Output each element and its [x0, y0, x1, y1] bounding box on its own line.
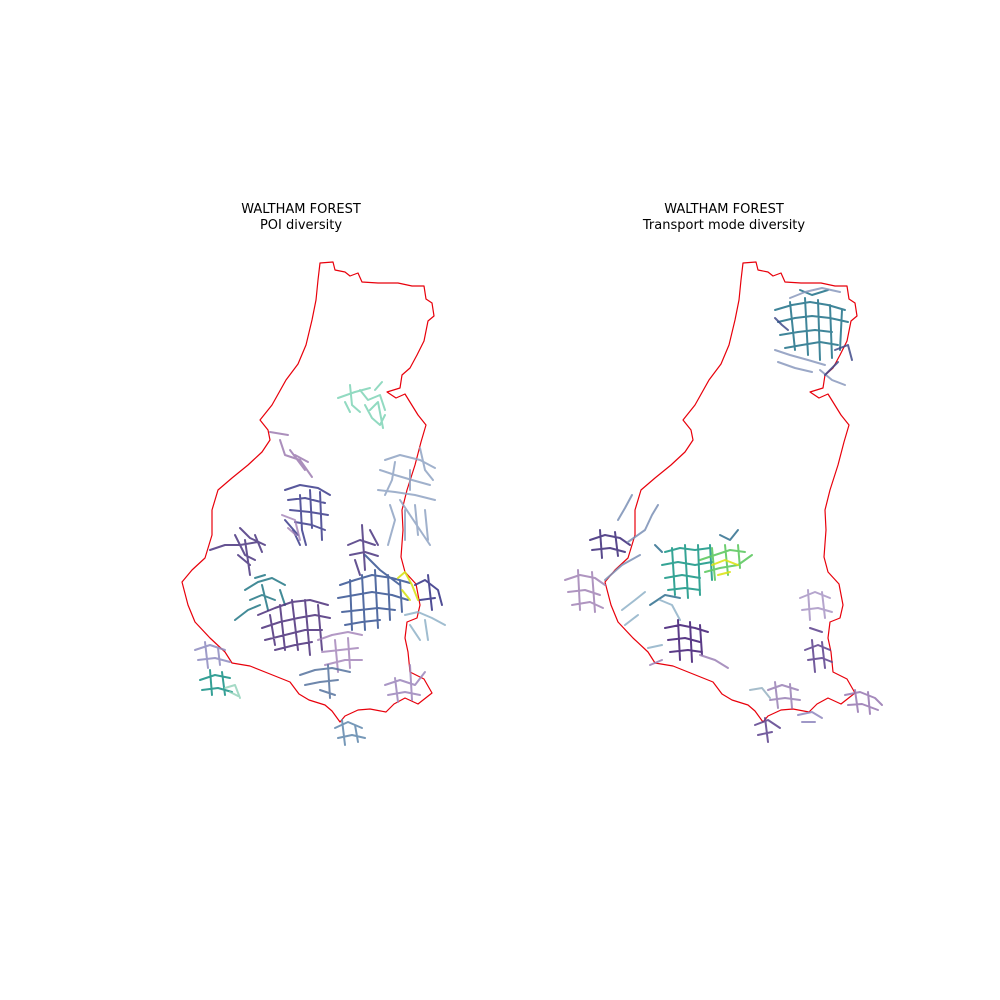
street-cluster-south-mauve [767, 681, 801, 709]
street-cluster-middle-indigo [347, 524, 379, 576]
street-cluster-south-slate [299, 664, 351, 699]
street-cluster-southtip-blue [334, 719, 366, 746]
street-cluster-east-lightblue [404, 611, 446, 641]
street-cluster-southeast-lilac [844, 689, 883, 715]
street-cluster-south-slate [797, 711, 823, 723]
right-panel-title: WALTHAM FOREST Transport mode diversity [574, 202, 874, 234]
left-panel-metric: POI diversity [259, 218, 343, 233]
street-cluster-west-lilac [564, 569, 606, 613]
street-cluster-center-darkteal [649, 529, 739, 606]
street-cluster-east-indigo [414, 574, 443, 611]
street-cluster-southwest-teal [199, 669, 233, 696]
street-cluster-westcenter-indigo [209, 527, 266, 576]
street-cluster-east-lilac [799, 589, 833, 621]
right-map-streets [564, 287, 883, 743]
left-panel-title: WALTHAM FOREST POI diversity [151, 202, 451, 234]
street-cluster-north-indigo [774, 317, 853, 376]
street-cluster-center-purple [284, 484, 331, 546]
street-cluster-south-lilac [317, 631, 363, 673]
right-panel-metric: Transport mode diversity [642, 218, 806, 233]
street-cluster-south-lilac-lines [649, 654, 729, 669]
street-cluster-southwest-mint [224, 684, 241, 699]
street-cluster-south-purple [664, 619, 709, 663]
street-cluster-center-teal [661, 544, 713, 599]
left-map [181, 261, 446, 746]
street-cluster-east-yellow [397, 571, 419, 601]
street-cluster-northeast-blue [377, 447, 436, 546]
street-cluster-southwest-lightblue [621, 591, 681, 649]
street-cluster-south-teal [234, 574, 286, 621]
street-cluster-north-slate [774, 287, 846, 386]
street-cluster-southtip-purple [754, 717, 781, 743]
street-cluster-west-slate-lines [604, 494, 659, 581]
street-cluster-center-yellow [711, 559, 739, 576]
left-panel-borough: WALTHAM FOREST [241, 202, 361, 217]
street-cluster-southeast-lilac [384, 664, 426, 703]
street-cluster-south-grey [749, 687, 771, 699]
street-cluster-west-purple [269, 431, 313, 478]
street-cluster-center-lilac [281, 514, 301, 541]
right-panel-borough: WALTHAM FOREST [664, 202, 784, 217]
street-cluster-east-blue [337, 554, 411, 631]
street-cluster-north-green [337, 381, 386, 429]
street-cluster-southwest-lilac [194, 641, 231, 669]
street-cluster-east-purple [804, 627, 833, 673]
street-cluster-south-purple [257, 599, 331, 656]
street-cluster-north-teal [774, 289, 849, 361]
street-cluster-west-indigo [589, 529, 631, 559]
